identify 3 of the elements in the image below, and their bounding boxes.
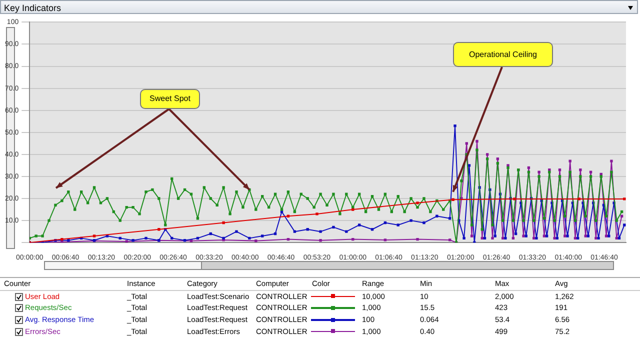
- callout: Sweet Spot: [140, 89, 200, 109]
- callout: Operational Ceiling: [453, 42, 553, 67]
- chart-title: Key Indicators: [4, 3, 62, 13]
